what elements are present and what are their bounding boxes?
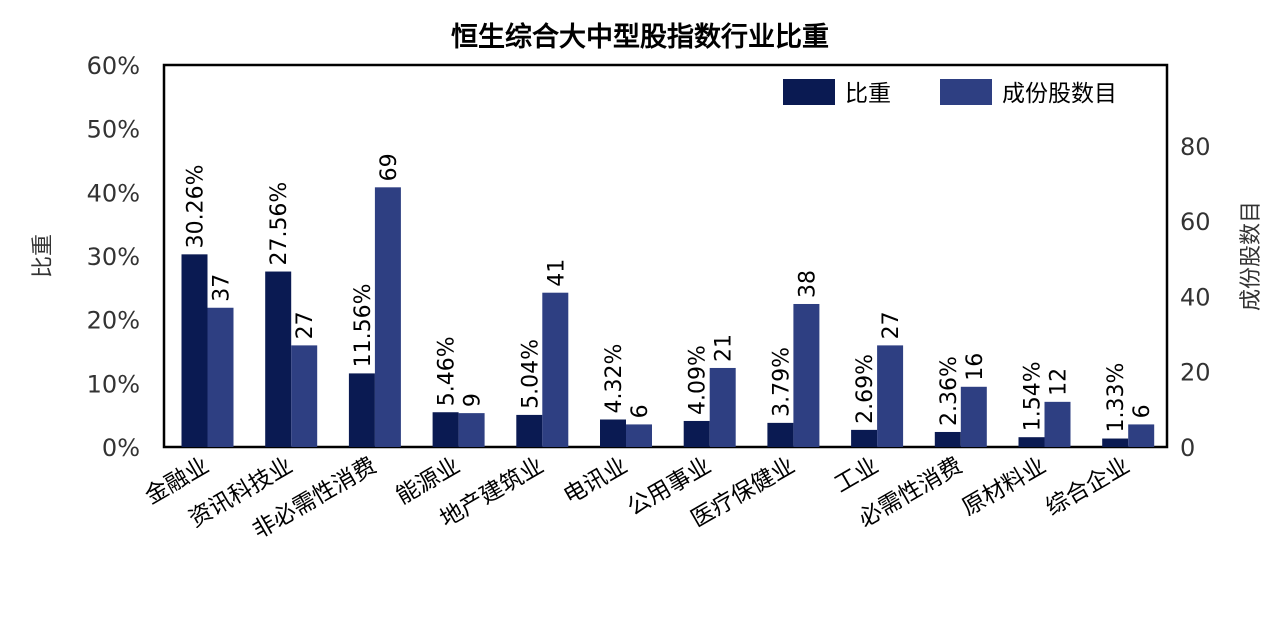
bar-share xyxy=(181,254,208,447)
data-label-count: 12 xyxy=(1047,368,1072,396)
legend: 比重 成份股数目 xyxy=(783,79,1117,107)
bar-share xyxy=(432,412,459,447)
bar-share xyxy=(767,422,794,447)
legend-swatch-series-2 xyxy=(940,79,992,105)
legend-label-series-2: 成份股数目 xyxy=(1002,81,1117,107)
bar-share xyxy=(516,414,543,447)
y-tick-label: 30% xyxy=(87,243,140,271)
bar-share xyxy=(348,373,375,447)
bar-share xyxy=(683,420,710,447)
bar-count xyxy=(1128,424,1155,447)
data-label-share: 27.56% xyxy=(267,182,292,266)
y-tick-label: 60% xyxy=(87,52,140,80)
data-label-share: 11.56% xyxy=(351,284,376,368)
plot-area-frame xyxy=(162,63,1169,449)
bar-share xyxy=(934,431,961,447)
data-labels-group: 30.26% 37 27.56% 27 11.56% 69 5.46% 9 5.04% 41 4.3… xyxy=(184,153,1156,432)
y-axis-label: 比重 xyxy=(31,234,56,278)
bar-share xyxy=(1018,437,1045,447)
data-label-share: 4.09% xyxy=(686,345,711,415)
data-label-share: 5.04% xyxy=(518,339,543,409)
category-label: 原材料业 xyxy=(958,453,1051,522)
data-label-share: 2.36% xyxy=(937,356,962,426)
bar-share xyxy=(265,271,292,447)
y-tick-label: 50% xyxy=(87,116,140,144)
y-tick-label: 10% xyxy=(87,370,140,398)
data-label-share: 4.32% xyxy=(602,344,627,414)
data-label-count: 27 xyxy=(293,311,318,339)
right-axis-ticks: 0 20 40 60 80 xyxy=(1180,133,1211,462)
bar-count xyxy=(626,424,652,447)
category-label: 工业 xyxy=(830,453,883,499)
data-label-share: 1.33% xyxy=(1104,363,1129,433)
bar-count xyxy=(458,413,485,447)
data-label-count: 41 xyxy=(544,259,569,287)
data-label-share: 30.26% xyxy=(184,164,209,248)
y2-tick-label: 60 xyxy=(1180,208,1211,236)
y2-tick-label: 20 xyxy=(1180,359,1211,387)
bar-count xyxy=(1044,401,1071,447)
data-label-share: 1.54% xyxy=(1021,361,1046,431)
bar-count xyxy=(960,386,987,447)
bar-count xyxy=(877,345,904,447)
data-label-share: 2.69% xyxy=(853,354,878,424)
bar-count xyxy=(709,367,736,447)
data-label-count: 16 xyxy=(963,353,988,381)
data-label-count: 6 xyxy=(628,404,653,418)
bar-count xyxy=(793,303,820,447)
y-tick-label: 0% xyxy=(102,434,140,462)
category-label: 综合企业 xyxy=(1042,453,1135,522)
bar-share xyxy=(851,429,878,447)
data-label-count: 38 xyxy=(795,270,820,298)
data-label-share: 5.46% xyxy=(435,336,460,406)
y2-tick-label: 0 xyxy=(1180,434,1195,462)
chart-title: 恒生综合大中型股指数行业比重 xyxy=(451,21,829,53)
data-label-count: 6 xyxy=(1130,404,1155,418)
legend-label-series-1: 比重 xyxy=(845,81,891,107)
data-label-count: 9 xyxy=(461,393,486,407)
bar-count xyxy=(542,292,569,447)
bar-share xyxy=(1102,438,1129,447)
bar-count xyxy=(374,187,401,447)
y-tick-label: 40% xyxy=(87,179,140,207)
data-label-count: 69 xyxy=(377,153,402,181)
bar-count xyxy=(207,307,234,447)
data-label-count: 27 xyxy=(879,311,904,339)
left-axis-ticks: 0% 10% 20% 30% 40% 50% 60% xyxy=(87,52,140,462)
bar-count xyxy=(291,345,318,447)
data-label-share: 3.79% xyxy=(769,347,794,417)
data-label-count: 37 xyxy=(210,274,235,302)
category-label: 电讯业 xyxy=(559,453,632,510)
data-label-count: 21 xyxy=(712,334,737,362)
bars-group xyxy=(181,187,1155,447)
y2-tick-label: 40 xyxy=(1180,283,1211,311)
bar-share xyxy=(600,419,626,447)
legend-swatch-series-1 xyxy=(783,79,835,105)
y2-tick-label: 80 xyxy=(1180,133,1211,161)
y-tick-label: 20% xyxy=(87,307,140,335)
y2-axis-label: 成份股数目 xyxy=(1239,201,1264,311)
